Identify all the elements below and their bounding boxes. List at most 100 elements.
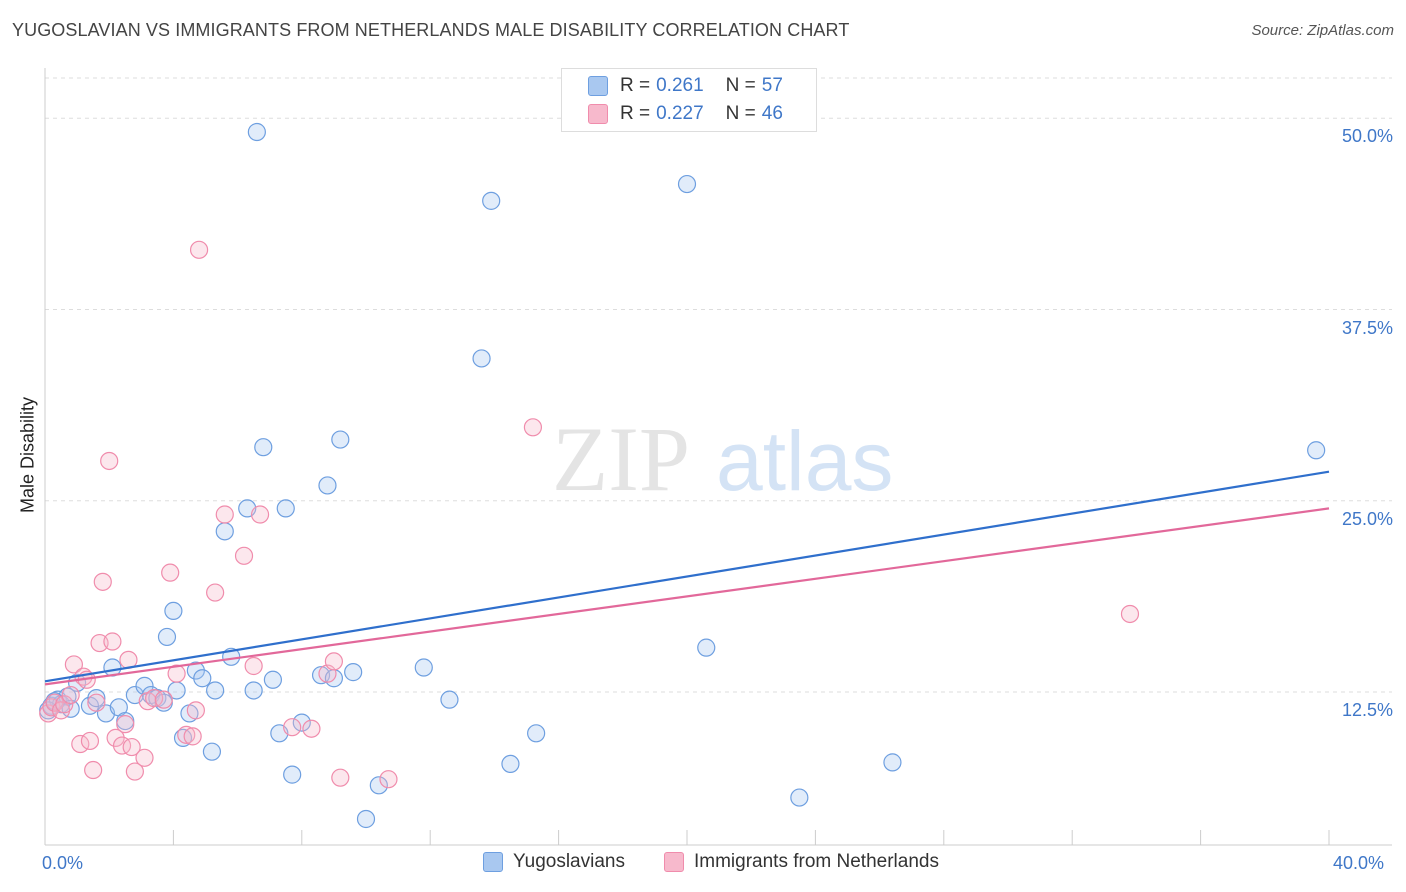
point-yugoslavians [292, 713, 311, 732]
point-yugoslavians [790, 788, 809, 807]
legend-n-value: 57 [761, 75, 783, 96]
point-yugoslavians [883, 753, 902, 772]
bottom-legend-label: Yugoslavians [513, 851, 625, 872]
point-netherlands [186, 701, 205, 720]
point-netherlands [103, 632, 122, 651]
point-yugoslavians [87, 689, 106, 708]
bottom-legend-netherlands: Immigrants from Netherlands [664, 851, 939, 873]
legend-r-label: R = [620, 75, 651, 96]
bottom-legend-swatch-yugoslavians [483, 852, 503, 872]
x-tick-max: 40.0% [1333, 853, 1385, 873]
point-yugoslavians [276, 499, 295, 518]
point-netherlands [135, 748, 154, 767]
point-yugoslavians [135, 676, 154, 695]
point-netherlands [122, 737, 141, 757]
y-tick-label: 37.5% [1341, 317, 1393, 338]
point-netherlands [87, 693, 106, 712]
point-yugoslavians [61, 699, 80, 718]
point-netherlands [145, 689, 164, 708]
point-netherlands [80, 731, 100, 751]
trend-line-netherlands [44, 507, 1330, 686]
point-netherlands [250, 505, 270, 524]
point-yugoslavians [157, 627, 177, 647]
point-netherlands [523, 418, 543, 437]
legend-swatch-yugoslavians [588, 76, 608, 96]
legend-n-value: 46 [761, 103, 783, 124]
point-yugoslavians [527, 724, 546, 743]
point-netherlands [324, 652, 343, 671]
y-axis-label: Male Disability [17, 396, 38, 514]
legend-n-label: N = [725, 75, 756, 96]
chart-title: YUGOSLAVIAN VS IMMIGRANTS FROM NETHERLAN… [12, 20, 850, 40]
trend-line-yugoslavians [44, 470, 1330, 683]
point-yugoslavians [697, 638, 716, 657]
bottom-legend-yugoslavians: Yugoslavians [483, 851, 625, 873]
point-yugoslavians [331, 430, 350, 449]
point-netherlands [1120, 604, 1140, 624]
y-tick-label: 12.5% [1341, 700, 1393, 720]
point-netherlands [244, 656, 263, 676]
data-points [39, 122, 1326, 829]
point-yugoslavians [244, 681, 263, 700]
point-netherlands [177, 725, 196, 744]
point-netherlands [302, 719, 321, 738]
point-yugoslavians [193, 669, 212, 688]
point-netherlands [215, 505, 234, 524]
point-netherlands [64, 655, 83, 674]
point-netherlands [154, 690, 173, 709]
point-yugoslavians [206, 681, 225, 700]
point-netherlands [61, 685, 80, 705]
trend-lines [44, 470, 1330, 686]
legend-row-netherlands: R = 0.227 N = 46 [588, 101, 783, 127]
point-netherlands [55, 695, 74, 714]
source-credit: Source: ZipAtlas.com [1251, 22, 1394, 39]
point-netherlands [93, 572, 112, 591]
point-netherlands [331, 768, 350, 787]
point-netherlands [100, 451, 119, 471]
point-yugoslavians [356, 809, 376, 829]
point-yugoslavians [414, 658, 433, 677]
legend-r-label: R = [620, 103, 651, 124]
watermark: ZIP atlas [552, 408, 893, 510]
point-yugoslavians [202, 742, 222, 761]
point-yugoslavians [263, 670, 283, 689]
point-netherlands [112, 736, 132, 755]
bottom-legend-swatch-netherlands [664, 852, 684, 872]
point-yugoslavians [164, 601, 183, 621]
point-yugoslavians [283, 765, 302, 784]
point-netherlands [116, 715, 135, 734]
grid-lines [45, 77, 1392, 693]
legend-swatch-netherlands [588, 104, 608, 124]
x-tick-min: 0.0% [42, 853, 84, 873]
point-yugoslavians [472, 349, 491, 368]
point-yugoslavians [215, 522, 234, 541]
y-tick-label: 25.0% [1341, 508, 1393, 529]
point-yugoslavians [173, 728, 193, 748]
point-netherlands [167, 664, 186, 683]
point-netherlands [206, 583, 225, 602]
point-yugoslavians [369, 776, 388, 795]
point-yugoslavians [247, 122, 266, 142]
watermark-atlas: atlas [716, 414, 893, 508]
point-yugoslavians [1307, 441, 1326, 460]
point-netherlands [379, 770, 398, 789]
legend-row-yugoslavians: R = 0.261 N = 57 [588, 73, 783, 99]
y-tick-label: 50.0% [1341, 126, 1393, 147]
point-netherlands [84, 760, 103, 780]
legend-n-label: N = [725, 103, 756, 124]
point-netherlands [125, 762, 144, 781]
bottom-legend-label: Immigrants from Netherlands [694, 851, 939, 872]
point-netherlands [161, 563, 180, 582]
point-netherlands [234, 546, 254, 565]
point-netherlands [283, 718, 302, 737]
point-netherlands [183, 727, 202, 746]
point-yugoslavians [318, 476, 337, 495]
legend-r-value: 0.261 [656, 75, 704, 96]
point-netherlands [189, 240, 209, 259]
point-yugoslavians [440, 690, 459, 709]
point-yugoslavians [482, 191, 501, 210]
correlation-legend: R = 0.261 N = 57 R = 0.227 N = 46 [561, 68, 817, 132]
point-yugoslavians [501, 754, 520, 774]
legend-r-value: 0.227 [656, 103, 704, 124]
